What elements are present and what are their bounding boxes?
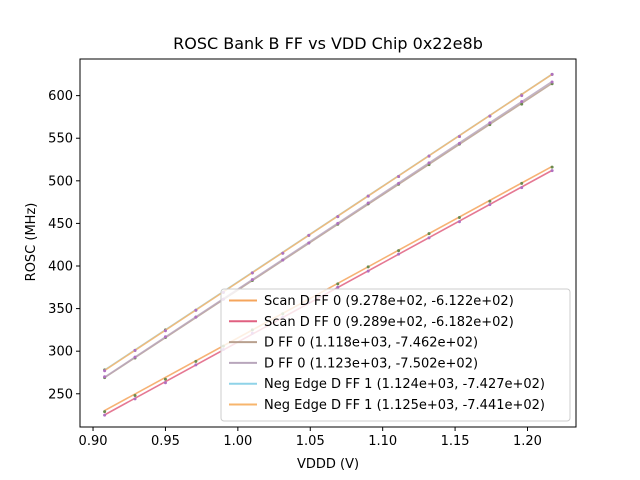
data-point [194, 308, 198, 312]
data-point [520, 100, 524, 104]
legend-entry: Scan D FF 0 (9.289e+02, -6.182e+02) [264, 315, 514, 330]
y-tick-label: 350 [48, 302, 73, 317]
data-point [488, 121, 492, 125]
data-point [133, 355, 137, 359]
x-tick-label: 0.95 [151, 434, 180, 449]
data-point [194, 363, 198, 367]
series-fit-line [104, 73, 553, 372]
data-point [457, 220, 461, 224]
y-tick-label: 500 [48, 174, 73, 189]
data-point [163, 329, 167, 333]
data-point [550, 72, 554, 76]
x-tick-label: 1.20 [513, 434, 542, 449]
data-point [103, 375, 107, 379]
data-point [133, 393, 137, 397]
series-fit-line [104, 80, 553, 378]
y-tick-label: 550 [48, 132, 73, 147]
legend-box [220, 288, 571, 422]
series-fit-line [104, 165, 553, 412]
data-point [488, 114, 492, 118]
data-point [307, 241, 311, 245]
data-point [397, 175, 401, 179]
y-tick-label: 400 [48, 260, 73, 275]
plot-frame [79, 58, 577, 428]
data-point [336, 282, 340, 286]
data-point [336, 221, 340, 225]
data-point [281, 258, 285, 262]
data-point [103, 369, 107, 373]
legend-entry: Neg Edge D FF 1 (1.124e+03, -7.427e+02) [264, 377, 545, 392]
data-point [488, 199, 492, 203]
data-point [550, 169, 554, 173]
x-tick-label: 0.90 [79, 434, 108, 449]
data-point [397, 252, 401, 256]
data-point [427, 232, 431, 236]
x-tick-label: 1.15 [441, 434, 470, 449]
chart-title: ROSC Bank B FF vs VDD Chip 0x22e8b [173, 34, 483, 53]
y-tick-label: 250 [48, 387, 73, 402]
data-point [366, 194, 370, 198]
data-point [163, 335, 167, 339]
x-tick-label: 1.05 [296, 434, 325, 449]
data-point [103, 410, 107, 414]
data-point [336, 215, 340, 219]
data-point [457, 135, 461, 139]
data-point [366, 269, 370, 273]
x-axis-label: VDDD (V) [297, 457, 359, 472]
data-point [427, 154, 431, 158]
data-point [194, 315, 198, 319]
data-point [133, 397, 137, 401]
legend-entry: D FF 0 (1.118e+03, -7.462e+02) [264, 336, 478, 351]
data-point [427, 236, 431, 240]
data-point [336, 285, 340, 289]
data-point [520, 102, 524, 106]
data-point [397, 249, 401, 253]
data-point [250, 271, 254, 275]
data-point [397, 181, 401, 185]
data-point [520, 94, 524, 98]
y-tick-label: 300 [48, 345, 73, 360]
data-point [520, 186, 524, 190]
data-point [194, 359, 198, 363]
legend-entry: Scan D FF 0 (9.278e+02, -6.122e+02) [264, 294, 514, 309]
data-point [366, 265, 370, 269]
data-point [457, 141, 461, 145]
data-point [250, 278, 254, 282]
legend: Scan D FF 0 (9.278e+02, -6.122e+02) Scan … [220, 288, 571, 422]
data-point [457, 215, 461, 219]
axis-layer: 0.90 0.95 1.00 1.05 1.10 1.15 1.20 250 300 350 400… [48, 89, 542, 449]
y-axis-label: ROSC (MHz) [24, 203, 39, 282]
plot-layer [103, 72, 554, 417]
data-point [281, 251, 285, 255]
data-point [366, 201, 370, 205]
data-point [307, 233, 311, 237]
legend-entry: Neg Edge D FF 1 (1.125e+03, -7.441e+02) [264, 398, 545, 413]
data-point [103, 413, 107, 417]
legend-entry: D FF 0 (1.123e+03, -7.502e+02) [264, 356, 478, 371]
series-5 [103, 72, 554, 373]
data-point [163, 381, 167, 385]
data-point [163, 377, 167, 381]
y-tick-label: 600 [48, 89, 73, 104]
data-point [550, 165, 554, 169]
data-point [550, 80, 554, 84]
data-point [520, 181, 524, 185]
y-tick-label: 450 [48, 217, 73, 232]
x-tick-label: 1.00 [223, 434, 252, 449]
x-tick-label: 1.10 [368, 434, 397, 449]
data-point [133, 348, 137, 352]
data-point [427, 161, 431, 165]
data-point [488, 203, 492, 207]
